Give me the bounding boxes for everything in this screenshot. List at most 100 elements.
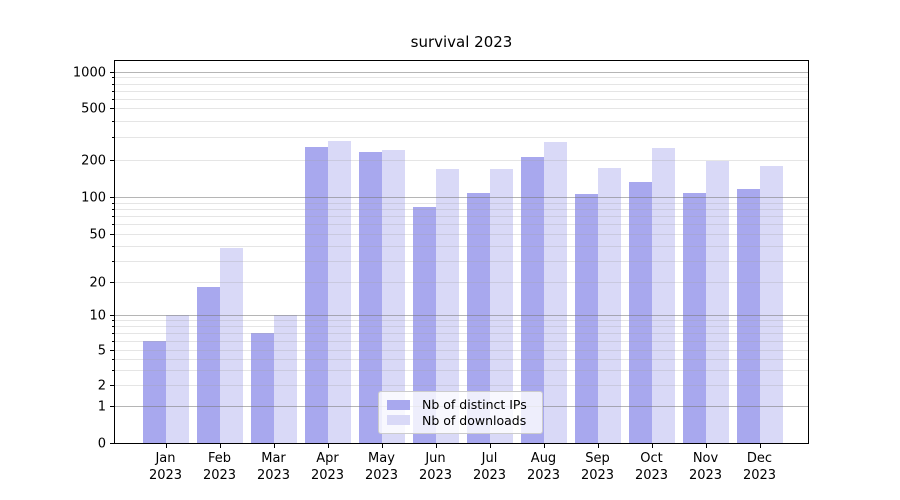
axis-spine-right bbox=[808, 60, 809, 444]
y-minortick-300 bbox=[112, 137, 114, 138]
y-minortick-3 bbox=[112, 370, 114, 371]
y-minortick-80 bbox=[112, 209, 114, 210]
bar-nb-of-downloads-sep bbox=[597, 168, 621, 443]
y-tick-label-1: 1 bbox=[97, 399, 106, 415]
legend-swatch-distinct-ips bbox=[387, 399, 410, 410]
gridline-300 bbox=[114, 137, 809, 138]
year-label: 2023 bbox=[202, 468, 237, 483]
y-minortick-700 bbox=[112, 91, 114, 92]
gridline-20 bbox=[114, 282, 809, 283]
y-minortick-900 bbox=[112, 77, 114, 78]
bar-nb-of-downloads-oct bbox=[651, 148, 675, 443]
legend-swatch-downloads bbox=[387, 415, 410, 426]
gridline-40 bbox=[114, 246, 809, 247]
gridline-60 bbox=[114, 224, 809, 225]
bar-nb-of-downloads-mar bbox=[273, 315, 297, 443]
month-label: Sep bbox=[585, 451, 610, 466]
bar-nb-of-distinct-ips-sep bbox=[574, 194, 598, 443]
gridline-5 bbox=[114, 350, 809, 351]
gridline-2 bbox=[114, 385, 809, 386]
y-minortick-400 bbox=[112, 121, 114, 122]
y-tick-label-200: 200 bbox=[81, 153, 106, 169]
y-tick-2 bbox=[110, 385, 114, 386]
year-label: 2023 bbox=[688, 468, 723, 483]
x-tick-dec bbox=[759, 444, 761, 448]
bar-nb-of-distinct-ips-jun bbox=[412, 207, 436, 443]
y-axis-tick-labels: 0 1 2 5 10 20 50 100 200 500 1000 bbox=[0, 60, 106, 452]
y-tick-label-20: 20 bbox=[89, 275, 106, 291]
gridline-1000 bbox=[114, 72, 809, 73]
y-minortick-40 bbox=[112, 246, 114, 247]
month-label: Feb bbox=[207, 451, 232, 466]
gridline-200 bbox=[114, 160, 809, 161]
y-tick-label-5: 5 bbox=[97, 343, 106, 359]
x-axis-tick-labels: Jan 2023 Feb 2023 Mar 2023 Apr 2023 May 2023 Jun 20… bbox=[114, 450, 809, 490]
y-minortick-8 bbox=[112, 326, 114, 327]
y-tick-20 bbox=[110, 282, 114, 283]
y-tick-label-10: 10 bbox=[89, 308, 106, 324]
gridline-30 bbox=[114, 261, 809, 262]
y-minortick-9 bbox=[112, 320, 114, 321]
bar-nb-of-downloads-aug bbox=[543, 142, 567, 443]
month-label: Jul bbox=[481, 451, 498, 466]
y-minortick-7 bbox=[112, 333, 114, 334]
gridline-70 bbox=[114, 216, 809, 217]
y-tick-10 bbox=[110, 315, 114, 316]
bar-nb-of-distinct-ips-mar bbox=[250, 333, 274, 443]
x-tick-label-jul: Jul 2023 bbox=[463, 450, 517, 484]
x-tick-label-may: May 2023 bbox=[355, 450, 409, 484]
gridline-600 bbox=[114, 99, 809, 100]
month-label: Dec bbox=[746, 451, 773, 466]
y-minortick-90 bbox=[112, 203, 114, 204]
legend-label-distinct-ips: Nb of distinct IPs bbox=[422, 397, 527, 413]
month-label: Jan bbox=[155, 451, 176, 466]
gridline-50 bbox=[114, 234, 809, 235]
gridline-6 bbox=[114, 341, 809, 342]
x-tick-label-aug: Aug 2023 bbox=[517, 450, 571, 484]
y-tick-100 bbox=[110, 197, 114, 198]
y-minortick-800 bbox=[112, 84, 114, 85]
x-tick-may bbox=[381, 444, 383, 448]
gridline-500 bbox=[114, 108, 809, 109]
month-label: Oct bbox=[640, 451, 663, 466]
y-tick-label-100: 100 bbox=[81, 190, 106, 206]
month-label: May bbox=[368, 451, 395, 466]
gridline-700 bbox=[114, 91, 809, 92]
year-label: 2023 bbox=[256, 468, 291, 483]
x-tick-label-mar: Mar 2023 bbox=[247, 450, 301, 484]
legend-row-downloads: Nb of downloads bbox=[387, 413, 534, 428]
x-tick-label-dec: Dec 2023 bbox=[733, 450, 787, 484]
bar-nb-of-distinct-ips-jul bbox=[466, 193, 490, 443]
bar-nb-of-downloads-dec bbox=[759, 166, 783, 443]
y-tick-label-1000: 1000 bbox=[72, 65, 106, 81]
y-minortick-30 bbox=[112, 261, 114, 262]
y-tick-label-50: 50 bbox=[89, 227, 106, 243]
y-minortick-6 bbox=[112, 341, 114, 342]
year-label: 2023 bbox=[148, 468, 183, 483]
legend: Nb of distinct IPs Nb of downloads bbox=[378, 391, 543, 434]
x-tick-label-sep: Sep 2023 bbox=[571, 450, 625, 484]
y-tick-label-500: 500 bbox=[81, 101, 106, 117]
gridline-7 bbox=[114, 333, 809, 334]
bar-nb-of-downloads-apr bbox=[327, 141, 351, 443]
month-label: Nov bbox=[692, 451, 719, 466]
gridline-90 bbox=[114, 203, 809, 204]
bar-nb-of-distinct-ips-may bbox=[358, 152, 382, 443]
x-tick-label-oct: Oct 2023 bbox=[625, 450, 679, 484]
bar-nb-of-downloads-nov bbox=[705, 161, 729, 443]
x-tick-feb bbox=[219, 444, 221, 448]
legend-label-downloads: Nb of downloads bbox=[422, 412, 527, 428]
y-tick-0 bbox=[110, 443, 114, 444]
bar-nb-of-distinct-ips-apr bbox=[304, 147, 328, 443]
bars-layer bbox=[114, 60, 809, 444]
year-label: 2023 bbox=[364, 468, 399, 483]
y-minortick-600 bbox=[112, 99, 114, 100]
y-minortick-60 bbox=[112, 224, 114, 225]
bar-nb-of-downloads-jun bbox=[435, 169, 459, 443]
bar-nb-of-downloads-may bbox=[381, 150, 405, 443]
gridline-800 bbox=[114, 84, 809, 85]
bar-nb-of-distinct-ips-jan bbox=[142, 341, 166, 443]
x-tick-mar bbox=[273, 444, 275, 448]
x-tick-jan bbox=[165, 444, 167, 448]
x-tick-jun bbox=[435, 444, 437, 448]
